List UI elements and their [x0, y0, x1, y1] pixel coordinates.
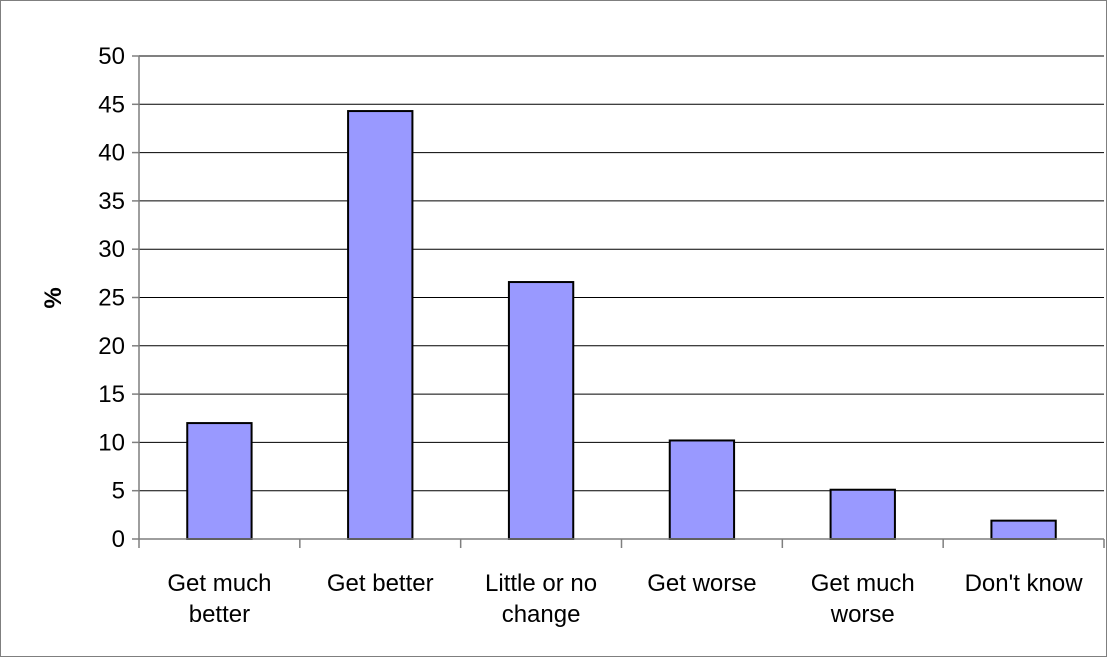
category-label: Little or no change	[485, 570, 597, 628]
bar	[990, 519, 1057, 540]
category-label: Get much worse	[811, 570, 915, 628]
y-tick-label: 20	[98, 333, 125, 360]
category-label-line: better	[189, 601, 250, 628]
bar	[668, 439, 736, 540]
category-label-line: change	[502, 601, 581, 628]
category-labels: Get much better Get better Little or no chan…	[167, 570, 1083, 628]
category-label: Don't know	[965, 570, 1084, 597]
grid-lines	[139, 55, 1104, 492]
y-tick-label: 45	[98, 91, 125, 118]
bar	[186, 422, 253, 540]
y-tick-label: 25	[98, 285, 125, 312]
bar	[347, 110, 414, 540]
y-tick-labels: 0 5 10 15 20 25 30 35 40 45 50	[98, 43, 139, 553]
category-label-line: Don't know	[965, 570, 1084, 597]
y-axis-title: %	[40, 287, 67, 308]
category-label-line: Little or no	[485, 570, 597, 597]
bars	[186, 110, 1057, 541]
category-label: Get better	[327, 570, 434, 597]
y-tick-label: 5	[112, 478, 125, 505]
y-tick-label: 40	[98, 140, 125, 167]
category-label-line: worse	[830, 601, 895, 628]
y-tick-label: 30	[98, 236, 125, 263]
category-label: Get much better	[167, 570, 271, 628]
category-label-line: Get better	[327, 570, 434, 597]
category-label-line: Get much	[167, 570, 271, 597]
y-tick-label: 0	[112, 526, 125, 553]
category-label-line: Get much	[811, 570, 915, 597]
x-ticks	[138, 539, 1105, 548]
y-tick-label: 15	[98, 381, 125, 408]
y-tick-label: 10	[98, 429, 125, 456]
bar	[507, 281, 575, 540]
category-label: Get worse	[647, 570, 756, 597]
y-tick-label: 50	[98, 43, 125, 70]
y-tick-label: 35	[98, 188, 125, 215]
bar	[829, 488, 896, 541]
category-label-line: Get worse	[647, 570, 756, 597]
